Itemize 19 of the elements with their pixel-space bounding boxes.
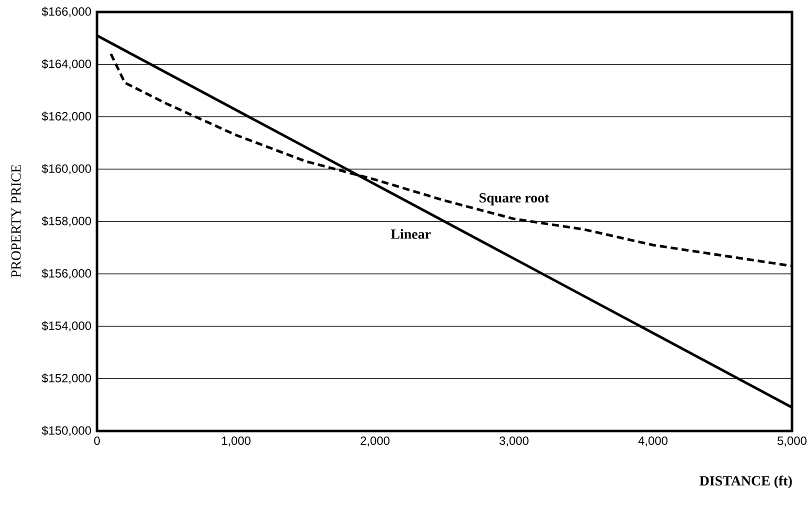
y-tick-label: $154,000 (42, 321, 92, 332)
series-label: Linear (390, 228, 431, 239)
y-tick-label: $150,000 (42, 426, 92, 436)
y-tick-label: $152,000 (42, 373, 92, 384)
x-axis-title: DISTANCE (ft) (700, 476, 792, 488)
y-tick-label: $162,000 (42, 112, 92, 122)
x-tick-label: 4,000 (638, 436, 668, 446)
y-tick-label: $156,000 (42, 268, 92, 280)
y-tick-label: $166,000 (42, 6, 92, 18)
x-tick-label: 1,000 (222, 436, 250, 446)
x-tick-label: 5,000 (778, 436, 806, 446)
y-tick-label: $164,000 (42, 59, 92, 70)
y-axis-title: PROPERTY PRICE (11, 164, 21, 278)
y-tick-label: $158,000 (42, 216, 92, 227)
x-tick-label: 3,000 (500, 436, 528, 446)
y-tick-label: $160,000 (42, 164, 92, 174)
x-tick-label: 0 (94, 436, 100, 445)
series-label: Square root (480, 193, 550, 206)
x-tick-label: 2,000 (360, 436, 390, 446)
